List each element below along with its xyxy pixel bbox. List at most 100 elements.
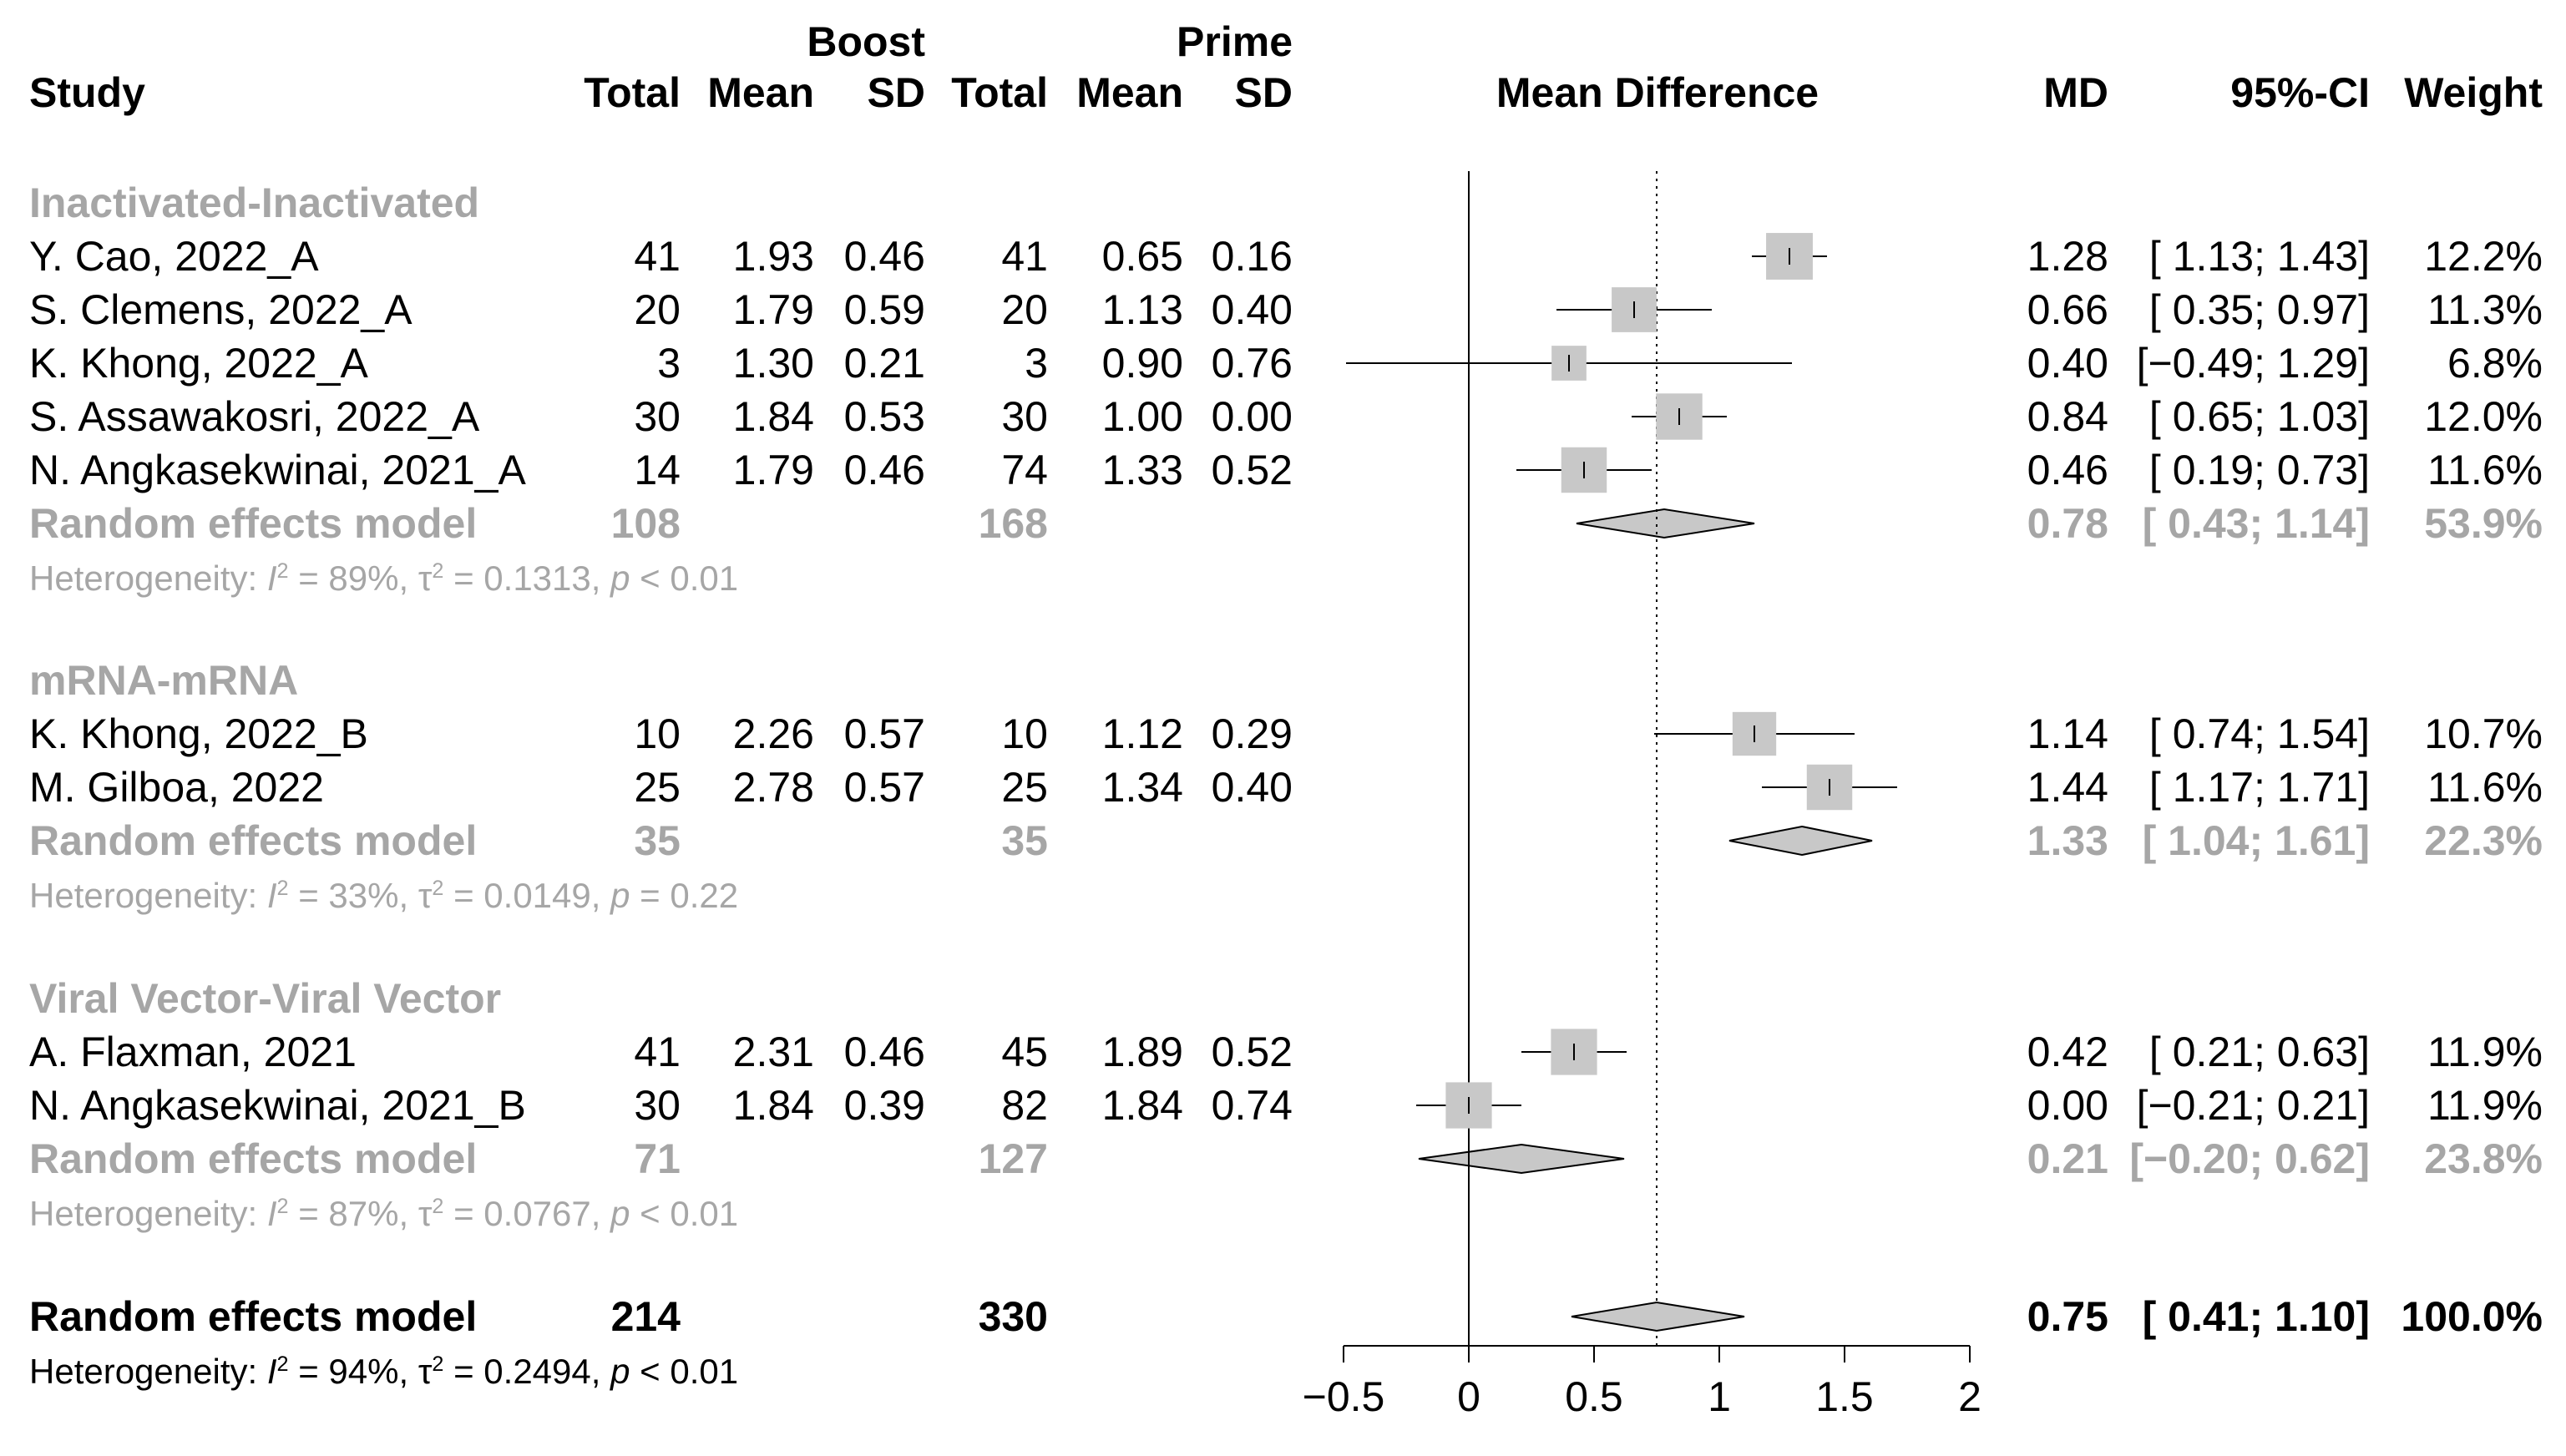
overall-weight: 100.0% [2401, 1293, 2543, 1340]
boost-mean: 2.31 [732, 1029, 814, 1075]
prime-mean: 0.65 [1101, 233, 1183, 280]
subgroup-diamond [1418, 1143, 1625, 1175]
header-boost-mean: Mean [707, 69, 814, 116]
subgroup-ci: [ 1.04; 1.61] [2142, 817, 2370, 864]
study-weight: 11.9% [2427, 1082, 2543, 1129]
study-ci: [ 1.13; 1.43] [2148, 233, 2370, 280]
subgroup-prime-total: 35 [1001, 817, 1048, 864]
study-ci: [−0.49; 1.29] [2136, 340, 2370, 387]
study-name: N. Angkasekwinai, 2021_B [29, 1082, 526, 1129]
heterogeneity-value: 0.1313 [483, 559, 591, 598]
subgroup-diamond [1728, 825, 1873, 857]
prime-sd: 0.40 [1211, 286, 1293, 333]
study-ci: [ 0.19; 0.73] [2148, 447, 2370, 493]
header-boost-sd: SD [867, 69, 925, 116]
study-ci: [ 0.74; 1.54] [2148, 710, 2370, 757]
heterogeneity-value: 94% [328, 1352, 399, 1391]
boost-mean: 1.79 [732, 286, 814, 333]
study-ci: [ 0.35; 0.97] [2148, 286, 2370, 333]
prime-total: 10 [1001, 710, 1048, 757]
boost-mean: 1.93 [732, 233, 814, 280]
header-md: MD [2043, 69, 2108, 116]
overall-prime-total: 330 [978, 1293, 1048, 1340]
x-tick-label: 2 [1958, 1373, 1981, 1420]
subgroup-title: Inactivated-Inactivated [29, 179, 480, 226]
study-name: A. Flaxman, 2021 [29, 1029, 357, 1075]
subgroup-title: mRNA-mRNA [29, 657, 299, 704]
header-prime-total: Total [951, 69, 1048, 116]
heterogeneity-value: < 0.01 [640, 1194, 739, 1233]
prime-total: 74 [1001, 447, 1048, 493]
prime-total: 30 [1001, 393, 1048, 440]
prime-total: 25 [1001, 764, 1048, 811]
subgroup-weight: 23.8% [2424, 1135, 2543, 1182]
heterogeneity-value: 33% [328, 876, 399, 915]
subgroup-model-label: Random effects model [29, 1135, 478, 1182]
prime-sd: 0.16 [1211, 233, 1293, 280]
boost-sd: 0.53 [843, 393, 925, 440]
x-tick-label: 1.5 [1815, 1373, 1874, 1420]
study-name: M. Gilboa, 2022 [29, 764, 324, 811]
boost-mean: 1.30 [732, 340, 814, 387]
boost-sd: 0.46 [843, 233, 925, 280]
prime-sd: 0.74 [1211, 1082, 1293, 1129]
subgroup-ci: [−0.20; 0.62] [2129, 1135, 2370, 1182]
prime-sd: 0.40 [1211, 764, 1293, 811]
boost-sd: 0.46 [843, 447, 925, 493]
header-boost: Boost [807, 18, 925, 65]
study-ci: [−0.21; 0.21] [2136, 1082, 2370, 1129]
study-weight: 10.7% [2424, 710, 2543, 757]
subgroup-model-label: Random effects model [29, 817, 478, 864]
boost-total: 14 [634, 447, 681, 493]
subgroup-md: 1.33 [2027, 817, 2108, 864]
heterogeneity-value: < 0.01 [640, 1352, 739, 1391]
prime-total: 3 [1025, 340, 1048, 387]
heterogeneity-value: < 0.01 [640, 559, 739, 598]
boost-sd: 0.57 [843, 764, 925, 811]
prime-total: 20 [1001, 286, 1048, 333]
boost-total: 3 [657, 340, 681, 387]
prime-mean: 1.89 [1101, 1029, 1183, 1075]
x-tick-label: 1 [1708, 1373, 1731, 1420]
prime-sd: 0.00 [1211, 393, 1293, 440]
header-study: Study [29, 69, 145, 116]
subgroup-heterogeneity: Heterogeneity: I2 = 89%, τ2 = 0.1313, p … [29, 559, 739, 598]
study-name: K. Khong, 2022_B [29, 710, 368, 757]
heterogeneity-value: 87% [328, 1194, 399, 1233]
study-ci: [ 0.65; 1.03] [2148, 393, 2370, 440]
study-md: 1.44 [2027, 764, 2108, 811]
heterogeneity-value: 0.2494 [483, 1352, 591, 1391]
boost-sd: 0.46 [843, 1029, 925, 1075]
subgroup-md: 0.21 [2027, 1135, 2108, 1182]
study-weight: 6.8% [2447, 340, 2543, 387]
boost-total: 30 [634, 1082, 681, 1129]
boost-mean: 1.84 [732, 393, 814, 440]
study-md: 0.40 [2027, 340, 2108, 387]
prime-mean: 0.90 [1101, 340, 1183, 387]
study-md: 1.14 [2027, 710, 2108, 757]
study-name: S. Clemens, 2022_A [29, 286, 412, 333]
header-boost-total: Total [584, 69, 681, 116]
subgroup-prime-total: 168 [978, 500, 1048, 547]
study-md: 1.28 [2027, 233, 2108, 280]
prime-total: 41 [1001, 233, 1048, 280]
subgroup-ci: [ 0.43; 1.14] [2142, 500, 2370, 547]
prime-mean: 1.00 [1101, 393, 1183, 440]
subgroup-title: Viral Vector-Viral Vector [29, 975, 502, 1022]
subgroup-model-label: Random effects model [29, 500, 478, 547]
prime-mean: 1.33 [1101, 447, 1183, 493]
subgroup-boost-total: 108 [610, 500, 681, 547]
subgroup-heterogeneity: Heterogeneity: I2 = 87%, τ2 = 0.0767, p … [29, 1194, 739, 1233]
boost-total: 10 [634, 710, 681, 757]
study-weight: 11.3% [2427, 286, 2543, 333]
boost-total: 25 [634, 764, 681, 811]
study-weight: 12.2% [2424, 233, 2543, 280]
overall-md: 0.75 [2027, 1293, 2108, 1340]
boost-sd: 0.59 [843, 286, 925, 333]
overall-diamond [1571, 1301, 1745, 1332]
heterogeneity-value: = 0.22 [640, 876, 739, 915]
subgroup-boost-total: 35 [634, 817, 681, 864]
boost-mean: 2.78 [732, 764, 814, 811]
